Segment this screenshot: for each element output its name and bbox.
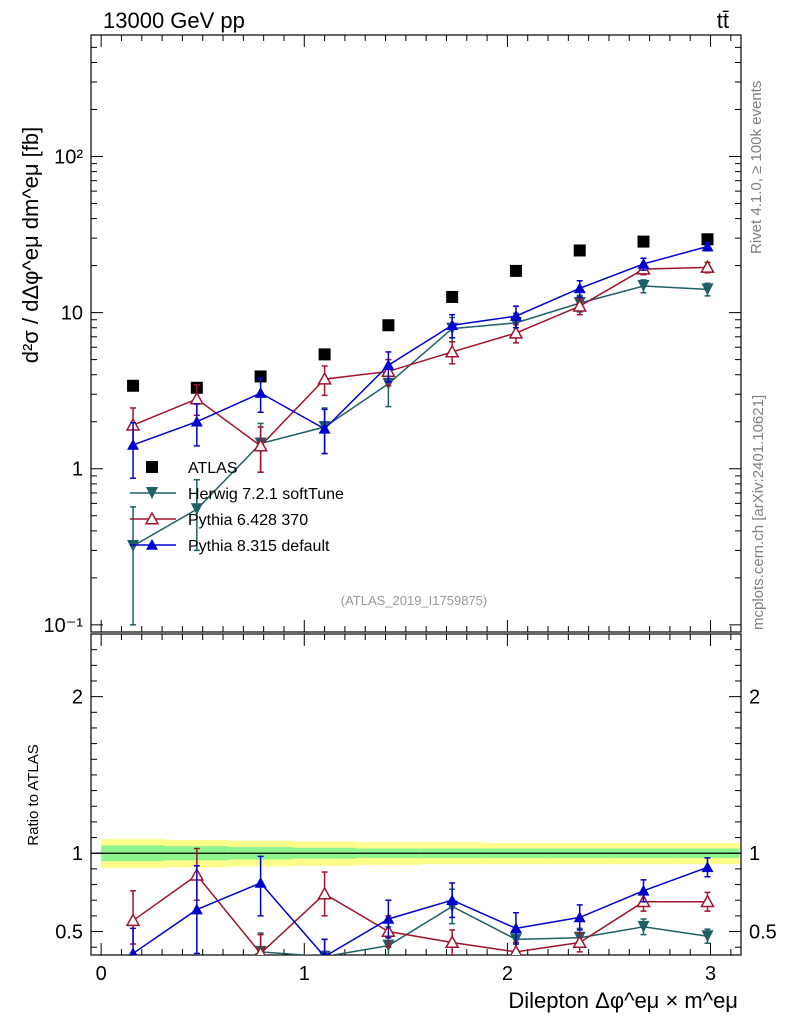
upper-y-tick-label: 10² xyxy=(54,146,83,168)
main-point-pythia-6-428-370 xyxy=(508,325,524,339)
legend-label: ATLAS xyxy=(188,460,238,477)
legend-label: Pythia 8.315 default xyxy=(188,538,330,555)
main-point-pythia-6-428-370 xyxy=(253,438,268,452)
ratio-point-pythia-6-428-370 xyxy=(510,944,522,955)
lower-y-tick-label-left: 2 xyxy=(72,687,83,709)
ratio-line-pythia-6-428-370 xyxy=(132,874,708,955)
main-point-atlas xyxy=(637,235,650,248)
main-point-atlas xyxy=(127,379,140,392)
energy-label: 13000 GeV pp xyxy=(103,8,245,33)
legend-marker xyxy=(144,511,160,525)
axes-frames xyxy=(90,34,742,956)
rivet-version-label: Rivet 4.1.0, ≥ 100k events xyxy=(748,81,765,254)
tick-labels: 10⁻¹ 1 10 10² 0.5 0.5 1 1 2 2 0 1 2 3 xyxy=(44,146,777,985)
upper-y-axis-label: d²σ / dΔφ^eμ dm^eμ [fb] xyxy=(18,127,43,364)
main-point-pythia-8-315-default xyxy=(573,282,586,294)
lower-frame xyxy=(90,633,742,956)
ratio-point-pythia-6-428-370 xyxy=(444,934,460,949)
ratio-point-pythia-6-428-370 xyxy=(700,894,715,908)
main-point-atlas xyxy=(318,348,331,361)
x-tick-label: 3 xyxy=(705,963,716,985)
main-point-pythia-8-315-default xyxy=(446,319,459,331)
ratio-point-pythia-8-315-default xyxy=(701,861,714,873)
main-line-herwig-7-2-1-softtune xyxy=(132,285,708,547)
ratio-point-pythia-8-315-default xyxy=(322,950,328,955)
upper-frame xyxy=(90,34,742,633)
ratio-point-herwig-7-2-1-softtune xyxy=(701,930,714,943)
ratio-point-pythia-8-315-default xyxy=(637,884,650,896)
main-point-atlas xyxy=(573,244,586,257)
legend-marker xyxy=(146,487,158,499)
ratio-point-herwig-7-2-1-softtune xyxy=(637,920,650,933)
main-point-pythia-6-428-370 xyxy=(317,371,332,385)
main-line-pythia-8-315-default xyxy=(132,245,708,446)
main-point-herwig-7-2-1-softtune xyxy=(127,539,140,552)
lower-y-tick-label-right: 0.5 xyxy=(749,922,777,944)
x-tick-label: 0 xyxy=(96,963,107,985)
process-label: tt̄ xyxy=(717,8,729,33)
main-point-pythia-6-428-370 xyxy=(700,259,715,273)
main-point-pythia-6-428-370 xyxy=(572,298,587,312)
ratio-line-pythia-8-315-default xyxy=(132,866,708,955)
main-point-pythia-8-315-default xyxy=(637,257,650,269)
legend: ATLAS Herwig 7.2.1 softTune Pythia 6.428 3… xyxy=(130,460,344,555)
lower-y-tick-label-right: 1 xyxy=(749,843,760,865)
main-plot-area xyxy=(125,233,715,626)
main-point-pythia-8-315-default xyxy=(509,310,522,321)
upper-y-tick-label: 1 xyxy=(72,459,83,481)
data-series xyxy=(125,233,715,1000)
upper-y-tick-label: 10 xyxy=(61,303,83,325)
ratio-point-pythia-8-315-default xyxy=(254,876,267,888)
ratio-plot-area xyxy=(125,847,715,1000)
ratio-line-herwig-7-2-1-softtune xyxy=(252,905,708,955)
main-point-atlas xyxy=(509,264,522,277)
lower-y-tick-label-right: 2 xyxy=(749,687,760,709)
main-line-pythia-6-428-370 xyxy=(132,266,708,447)
ratio-point-pythia-6-428-370 xyxy=(317,886,332,900)
legend-marker xyxy=(146,461,158,473)
ratio-point-pythia-8-315-default xyxy=(509,922,522,934)
main-point-pythia-8-315-default xyxy=(701,240,714,252)
analysis-id: (ATLAS_2019_I1759875) xyxy=(341,593,487,608)
ratio-point-pythia-8-315-default xyxy=(128,947,138,955)
ratio-point-herwig-7-2-1-softtune xyxy=(127,988,139,1000)
main-point-pythia-8-315-default xyxy=(318,422,331,434)
ratio-point-pythia-8-315-default xyxy=(446,894,459,905)
main-point-herwig-7-2-1-softtune xyxy=(637,280,650,293)
main-point-pythia-6-428-370 xyxy=(189,391,205,405)
ratio-point-pythia-8-315-default xyxy=(190,903,203,915)
legend-marker xyxy=(146,539,158,550)
lower-y-tick-label-left: 0.5 xyxy=(55,922,83,944)
ratio-point-pythia-6-428-370 xyxy=(255,945,266,955)
ratio-point-pythia-6-428-370 xyxy=(572,934,587,949)
ratio-point-herwig-7-2-1-softtune xyxy=(191,977,203,989)
ratio-point-pythia-8-315-default xyxy=(382,912,395,924)
mcplots-label: mcplots.cern.ch [arXiv:2401.10621] xyxy=(750,395,767,630)
main-point-herwig-7-2-1-softtune xyxy=(190,503,203,516)
x-tick-label: 1 xyxy=(299,963,310,985)
legend-label: Pythia 6.428 370 xyxy=(188,512,308,529)
x-tick-label: 2 xyxy=(502,963,513,985)
main-point-pythia-8-315-default xyxy=(254,387,267,398)
main-point-atlas xyxy=(446,290,459,303)
main-point-pythia-8-315-default xyxy=(190,415,203,427)
main-point-atlas xyxy=(382,319,395,332)
main-point-pythia-8-315-default xyxy=(127,438,140,450)
ratio-point-pythia-6-428-370 xyxy=(125,913,141,927)
ratio-point-pythia-8-315-default xyxy=(573,911,586,923)
upper-y-tick-label: 10⁻¹ xyxy=(44,615,84,637)
main-point-pythia-8-315-default xyxy=(382,359,395,371)
main-point-pythia-6-428-370 xyxy=(444,344,460,358)
lower-y-axis-label: Ratio to ATLAS xyxy=(25,744,42,845)
x-axis-label: Dilepton Δφ^eμ × m^eμ xyxy=(508,988,738,1013)
legend-label: Herwig 7.2.1 softTune xyxy=(188,486,344,503)
main-point-atlas xyxy=(254,370,267,383)
main-point-herwig-7-2-1-softtune xyxy=(701,283,714,296)
lower-y-tick-label-left: 1 xyxy=(72,843,83,865)
